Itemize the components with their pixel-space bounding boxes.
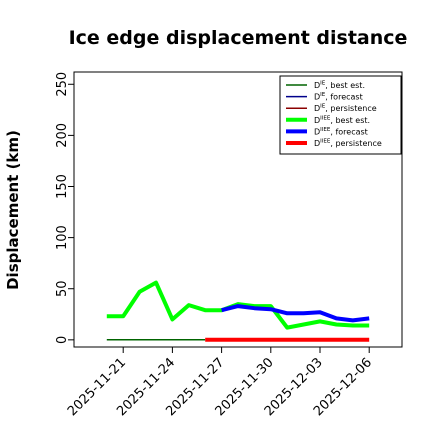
y-tick-label: 0 [55,336,70,344]
legend-entry: DIE, best est. [314,81,365,91]
legend-entry: DIE, persistence [314,104,377,114]
plot-lines [106,280,370,342]
y-tick-label: 200 [55,123,70,148]
y-tick-label: 100 [55,225,70,250]
legend-entry: DIIEE, best est. [314,115,370,125]
series-line-3 [106,280,370,330]
series-line-4 [221,304,370,323]
chart-title: Ice edge displacement distance [69,27,408,49]
legend: DIE, best est.DIE, forecast DIE, persiste… [279,75,402,155]
x-axis-ticks: 2025-11-212025-11-242025-11-272025-11-30… [65,347,375,419]
y-axis-label: Displacement (km) [4,130,22,290]
legend-entry: DIE, forecast [314,92,363,102]
plot-frame [73,71,403,348]
legend-entry: DIIEE, persistence [314,139,382,149]
y-tick-label: 250 [55,72,70,97]
y-axis-ticks: 0 50 100 150 200 250 [55,72,74,344]
legend-entry: DIIEE, forecast [314,127,368,137]
y-tick-label: 150 [55,174,70,199]
legend-box [279,75,402,155]
y-tick-label: 50 [55,280,70,297]
